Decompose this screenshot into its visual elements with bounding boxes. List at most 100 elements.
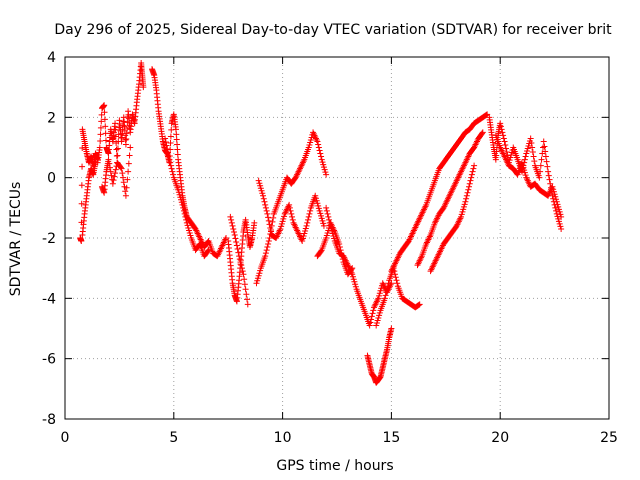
data-point bbox=[265, 217, 272, 224]
data-point bbox=[101, 102, 108, 109]
data-point bbox=[416, 301, 423, 308]
y-tick-label: -6 bbox=[42, 352, 56, 368]
data-point bbox=[553, 198, 560, 205]
data-point bbox=[545, 168, 552, 175]
data-point bbox=[112, 170, 119, 177]
data-point bbox=[260, 195, 267, 202]
data-point bbox=[168, 165, 175, 172]
data-point bbox=[266, 235, 273, 241]
data-point bbox=[299, 235, 306, 242]
data-point bbox=[102, 137, 109, 144]
data-point bbox=[170, 171, 177, 178]
data-point bbox=[465, 186, 472, 193]
data-point bbox=[470, 165, 477, 172]
data-point bbox=[320, 164, 327, 171]
y-tick-label: -8 bbox=[42, 412, 56, 428]
data-point bbox=[557, 223, 564, 230]
data-point bbox=[382, 292, 389, 299]
data-point bbox=[318, 215, 325, 222]
data-point bbox=[306, 141, 313, 148]
data-point bbox=[109, 180, 116, 187]
data-point bbox=[314, 138, 321, 145]
data-point bbox=[479, 130, 486, 137]
data-point bbox=[543, 158, 550, 165]
data-point bbox=[254, 277, 261, 284]
x-tick-label: 25 bbox=[600, 430, 618, 446]
data-point bbox=[336, 244, 343, 251]
data-point bbox=[126, 152, 133, 159]
data-point bbox=[279, 218, 286, 225]
data-point bbox=[317, 210, 324, 217]
data-point bbox=[288, 210, 295, 217]
data-point bbox=[518, 159, 525, 166]
data-point bbox=[186, 227, 193, 234]
data-point bbox=[368, 313, 375, 320]
data-point bbox=[349, 265, 356, 272]
data-point bbox=[376, 309, 383, 316]
data-point bbox=[178, 199, 185, 206]
data-point bbox=[305, 213, 312, 220]
data-point bbox=[484, 111, 491, 118]
data-point bbox=[464, 189, 471, 196]
data-point bbox=[97, 131, 104, 138]
data-point bbox=[122, 192, 129, 199]
data-point bbox=[263, 207, 270, 214]
data-point bbox=[307, 207, 314, 214]
data-point bbox=[255, 272, 262, 279]
data-point bbox=[205, 247, 212, 254]
data-point bbox=[257, 267, 264, 274]
data-point bbox=[307, 139, 314, 146]
data-point bbox=[388, 325, 395, 332]
data-point bbox=[240, 271, 247, 278]
data-point bbox=[527, 135, 534, 142]
data-point bbox=[163, 142, 170, 149]
data-point bbox=[315, 144, 322, 151]
data-point bbox=[178, 196, 185, 203]
data-point bbox=[458, 213, 465, 220]
data-point bbox=[466, 180, 473, 187]
data-point bbox=[265, 214, 272, 221]
data-point bbox=[376, 312, 383, 319]
data-point bbox=[315, 205, 322, 212]
data-point bbox=[376, 292, 383, 299]
data-point bbox=[257, 185, 264, 192]
data-point bbox=[392, 274, 399, 281]
data-point bbox=[541, 143, 548, 150]
data-point bbox=[499, 129, 506, 136]
data-point bbox=[304, 216, 311, 223]
data-point bbox=[324, 210, 331, 217]
data-point bbox=[415, 301, 422, 308]
data-point bbox=[513, 170, 520, 177]
data-point bbox=[320, 222, 327, 229]
data-point bbox=[233, 239, 240, 246]
data-point bbox=[318, 156, 325, 163]
data-point bbox=[383, 289, 390, 296]
data-point bbox=[318, 153, 325, 160]
data-point bbox=[384, 283, 391, 290]
data-point bbox=[439, 205, 446, 212]
data-point bbox=[79, 163, 86, 170]
data-point bbox=[315, 202, 322, 209]
data-point bbox=[508, 152, 515, 159]
data-point bbox=[263, 247, 270, 254]
data-point bbox=[374, 317, 381, 324]
data-point bbox=[123, 184, 130, 191]
data-point bbox=[323, 204, 330, 211]
data-point bbox=[461, 201, 468, 208]
data-point bbox=[114, 145, 121, 152]
data-point bbox=[312, 195, 319, 202]
data-point bbox=[552, 193, 559, 200]
data-point bbox=[167, 146, 174, 153]
data-point bbox=[460, 206, 467, 213]
data-point bbox=[318, 212, 325, 219]
data-point bbox=[306, 210, 313, 217]
data-point bbox=[462, 198, 469, 205]
data-point bbox=[122, 188, 129, 195]
data-points bbox=[77, 60, 565, 386]
axis-ticks: 0 5 10 15 20 25 -8 -6 -4 -2 0 2 4 bbox=[42, 50, 618, 446]
data-point bbox=[291, 175, 298, 182]
data-point bbox=[267, 224, 274, 231]
data-point bbox=[122, 141, 129, 148]
data-point bbox=[373, 322, 380, 329]
data-point bbox=[318, 248, 325, 255]
